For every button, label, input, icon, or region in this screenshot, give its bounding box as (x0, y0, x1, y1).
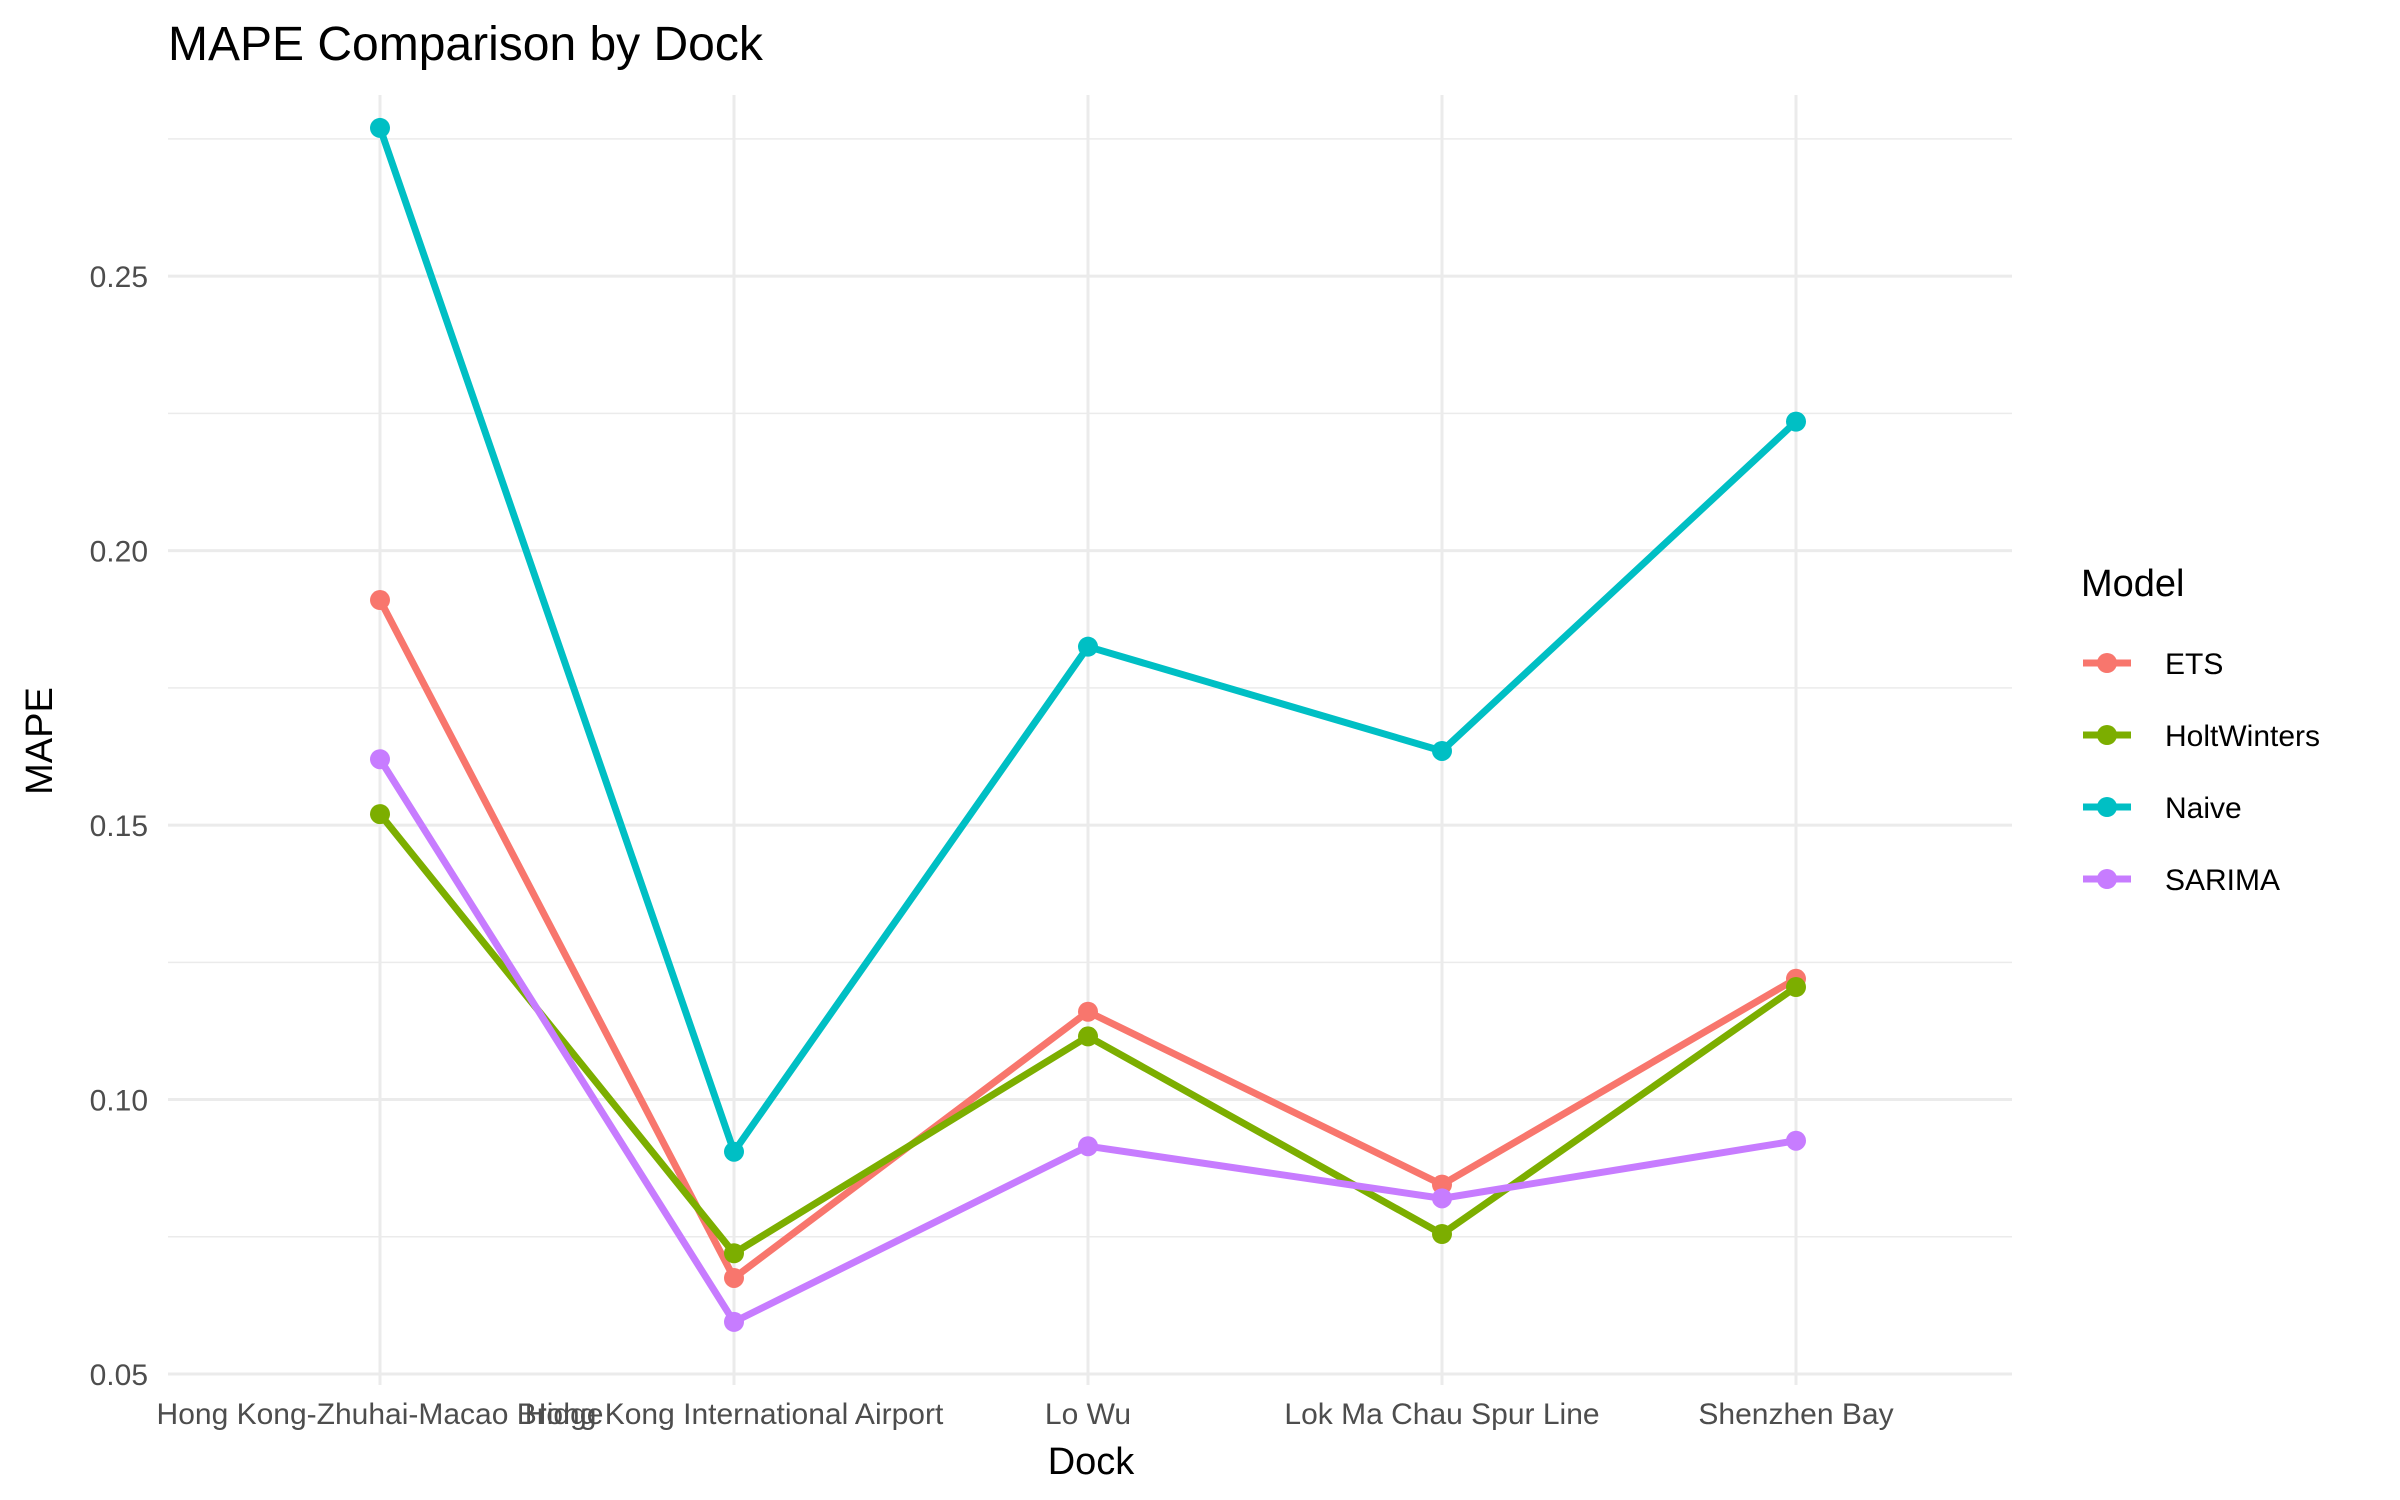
data-point (1078, 636, 1098, 657)
data-point (1786, 1130, 1806, 1151)
data-point (1432, 1188, 1452, 1209)
y-axis-ticks: 0.05 0.10 0.15 0.20 0.25 (90, 261, 148, 1392)
data-point (370, 117, 390, 138)
y-tick-label: 0.20 (90, 536, 148, 569)
data-point (1078, 1026, 1098, 1047)
data-point (1432, 740, 1452, 761)
x-tick-label: Shenzhen Bay (1698, 1398, 1893, 1431)
grid (168, 95, 2012, 1385)
y-axis-title: MAPE (19, 687, 61, 795)
x-tick-label: Hong Kong International Airport (525, 1398, 944, 1431)
x-tick-label: Lok Ma Chau Spur Line (1284, 1398, 1599, 1431)
data-point (724, 1311, 744, 1332)
x-tick-label: Lo Wu (1045, 1398, 1131, 1431)
legend-item-sarima: SARIMA (2083, 864, 2280, 897)
legend: Model ETS HoltWinters Naive SARIMA (2081, 563, 2320, 897)
legend-key-point (2097, 869, 2117, 889)
y-tick-label: 0.05 (90, 1359, 148, 1392)
data-point (1786, 977, 1806, 998)
legend-label: SARIMA (2165, 864, 2280, 897)
legend-item-ets: ETS (2083, 648, 2223, 681)
series-holtwinters (370, 804, 1806, 1264)
legend-key-point (2097, 725, 2117, 745)
data-point (370, 590, 390, 611)
data-point (1432, 1174, 1452, 1195)
data-point (1786, 411, 1806, 432)
legend-label: HoltWinters (2165, 720, 2320, 753)
y-tick-label: 0.10 (90, 1085, 148, 1118)
series-naive (370, 117, 1806, 1162)
legend-label: ETS (2165, 648, 2223, 681)
data-point (724, 1243, 744, 1264)
legend-item-holtwinters: HoltWinters (2083, 720, 2320, 753)
x-axis-title: Dock (1048, 1441, 1136, 1483)
legend-items: ETS HoltWinters Naive SARIMA (2083, 648, 2320, 897)
legend-key-point (2097, 653, 2117, 673)
series-layer (370, 117, 1806, 1332)
chart-title: MAPE Comparison by Dock (168, 18, 764, 71)
data-point (1078, 1136, 1098, 1157)
series-sarima (370, 749, 1806, 1332)
data-point (724, 1267, 744, 1288)
data-point (370, 804, 390, 825)
legend-label: Naive (2165, 792, 2242, 825)
y-tick-label: 0.25 (90, 261, 148, 294)
data-point (724, 1141, 744, 1162)
legend-key-point (2097, 797, 2117, 817)
legend-title: Model (2081, 563, 2185, 605)
data-point (370, 749, 390, 770)
data-point (1078, 1001, 1098, 1022)
data-point (1432, 1224, 1452, 1245)
legend-item-naive: Naive (2083, 792, 2242, 825)
y-tick-label: 0.15 (90, 810, 148, 843)
x-tick-label: Hong Kong-Zhuhai-Macao Bridge (157, 1398, 604, 1431)
